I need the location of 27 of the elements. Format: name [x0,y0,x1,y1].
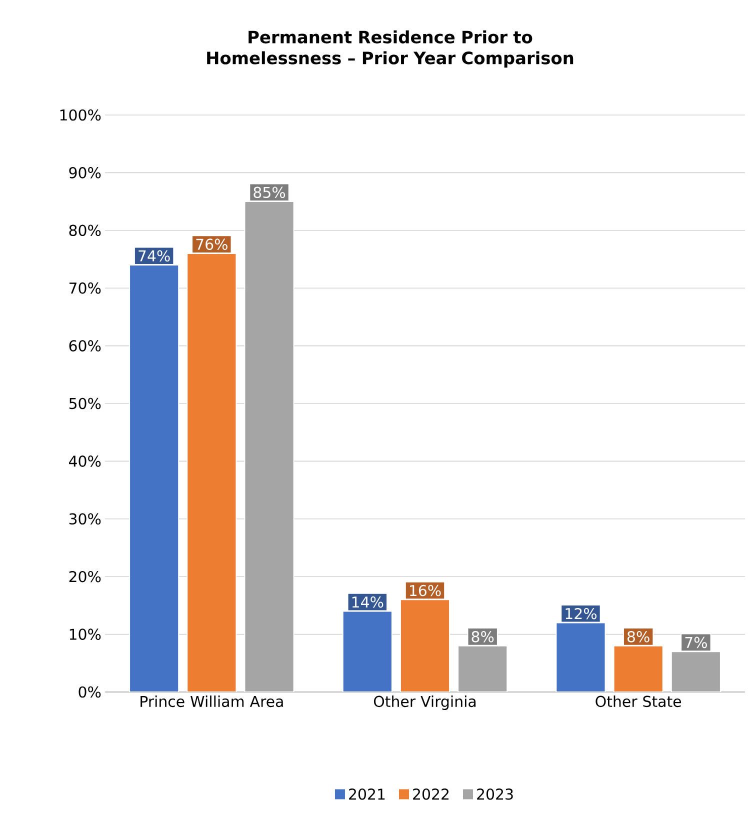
y-tick-label: 90% [69,167,101,178]
legend-label: 2022 [413,788,449,800]
data-label: 85% [254,186,286,198]
data-label: 76% [196,238,228,250]
y-tick-label: 100% [60,109,101,121]
data-label: 16% [410,584,441,596]
y-tick-label: 0% [78,686,101,698]
x-tick-label: Other Virginia [374,696,476,710]
legend-label: 2021 [349,788,385,800]
data-label: 14% [352,596,384,608]
x-tick-label: Other State [596,696,682,708]
data-label: 8% [472,631,494,642]
legend-label: 2023 [477,788,513,800]
y-tick-label: 60% [69,340,101,352]
y-tick-label: 80% [69,224,101,236]
y-tick-label: 70% [69,282,101,294]
y-tick-label: 30% [69,513,101,525]
x-tick-label: Prince William Area [140,696,283,708]
data-label: 12% [566,608,597,620]
y-tick-label: 20% [69,570,101,582]
y-tick-label: 40% [69,456,101,467]
data-label: 7% [685,636,707,648]
y-tick-label: 50% [69,398,101,410]
y-tick-label: 10% [70,628,101,640]
data-label: 8% [627,631,650,642]
chart-title: Permanent Residence Prior to Homelessness – Prior Year Comparison [207,30,574,68]
data-label: 74% [138,250,170,262]
